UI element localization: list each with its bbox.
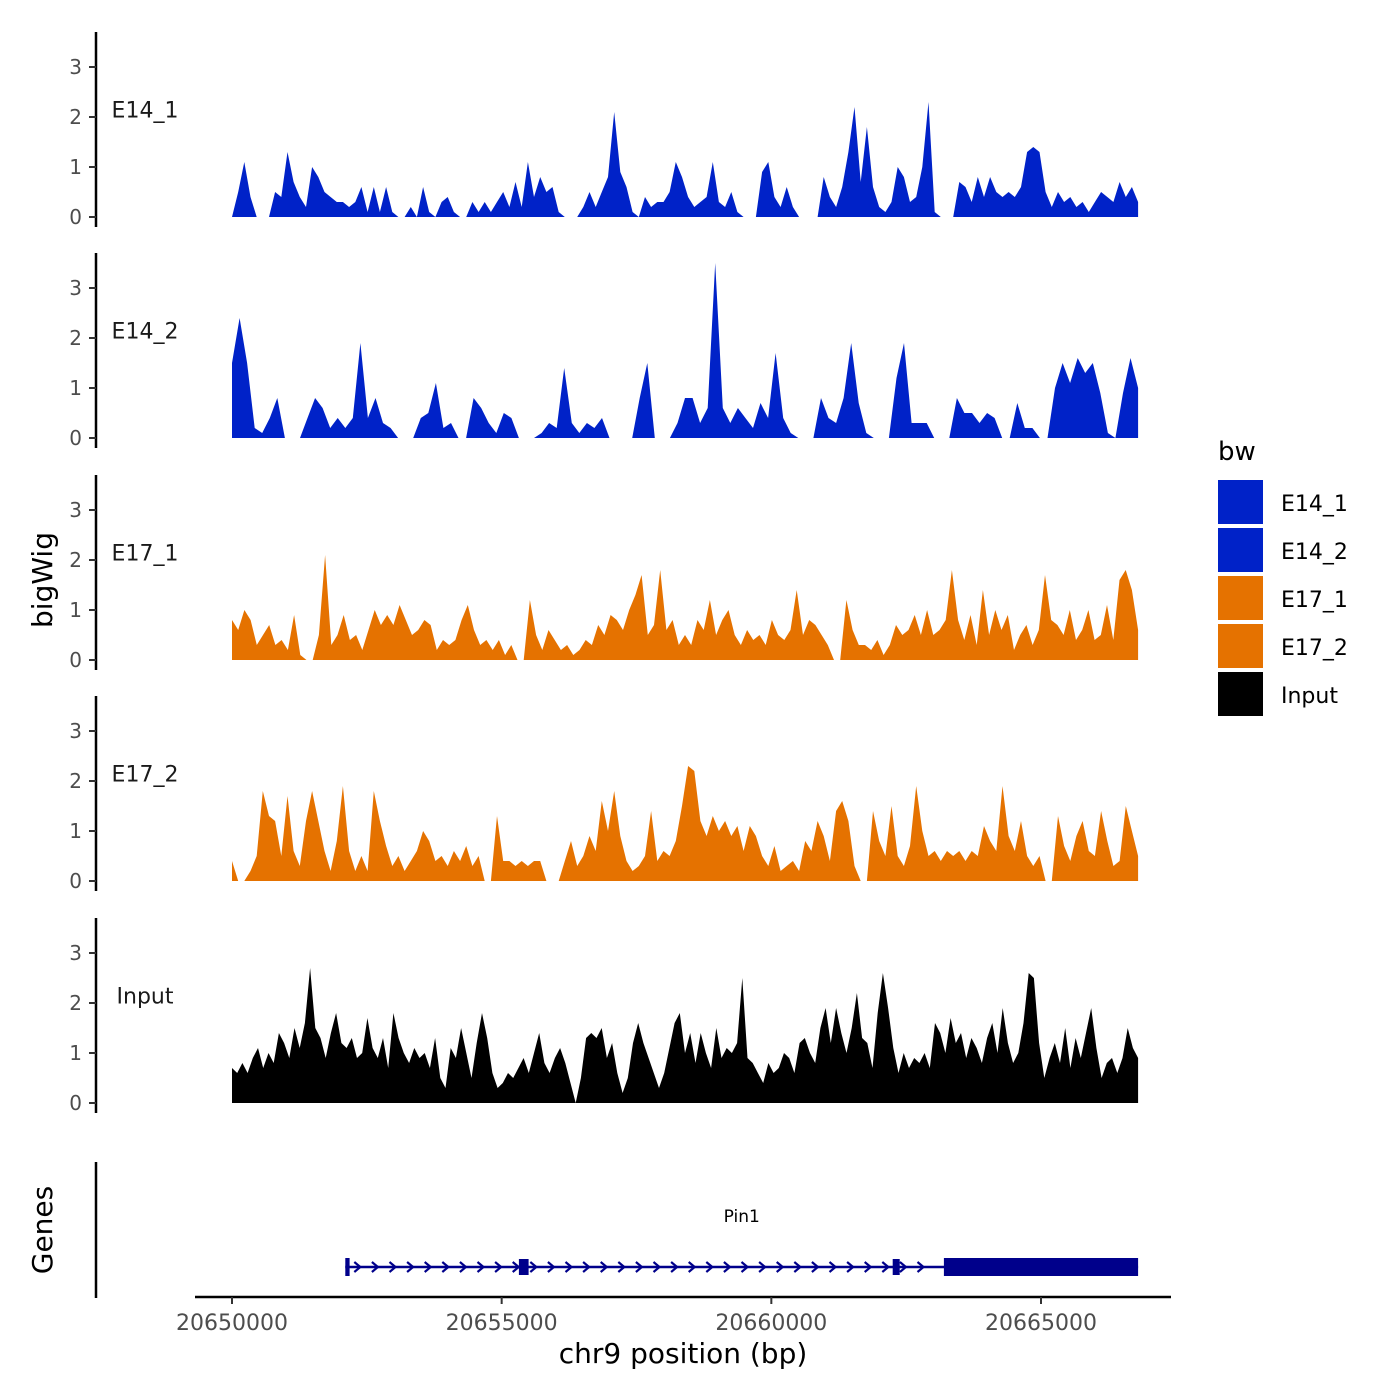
strand-arrow xyxy=(828,1261,838,1273)
y-tick-label: 0 xyxy=(69,1091,82,1115)
strand-arrow xyxy=(617,1261,627,1273)
y-tick-label: 1 xyxy=(69,598,82,622)
legend-label: E14_2 xyxy=(1281,540,1348,565)
track-panel-e17-2: 0 1 2 3 E17_2 xyxy=(69,696,1139,893)
legend-swatch xyxy=(1218,624,1263,668)
x-tick-label: 20650000 xyxy=(176,1311,288,1336)
strand-arrow xyxy=(740,1261,750,1273)
strand-arrow xyxy=(723,1261,732,1273)
y-tick-label: 1 xyxy=(69,1041,82,1065)
strand-arrow xyxy=(863,1261,873,1273)
y-tick-label: 2 xyxy=(69,769,82,793)
y-tick-label: 3 xyxy=(69,498,82,522)
strand-arrow xyxy=(652,1261,662,1273)
signal-area-e14-1 xyxy=(232,102,1139,217)
strand-arrow xyxy=(388,1261,398,1273)
y-tick-label: 3 xyxy=(69,719,82,743)
y-tick-label: 1 xyxy=(69,155,82,179)
gene-name-label: Pin1 xyxy=(724,1207,760,1227)
gene-track: Genes Pin1 xyxy=(26,1162,1139,1298)
legend-label: E17_2 xyxy=(1281,636,1348,661)
y-tick-label: 3 xyxy=(69,276,82,300)
y-axis-title: bigWig xyxy=(26,532,59,628)
strand-arrow xyxy=(705,1261,715,1273)
strand-arrow xyxy=(511,1261,521,1273)
gene-exon xyxy=(345,1258,350,1276)
signal-area-e17-2 xyxy=(232,766,1139,881)
y-tick-label: 2 xyxy=(69,105,82,129)
x-axis-ticks: 20650000 20655000 20660000 20665000 xyxy=(176,1297,1097,1336)
track-panel-e14-2: 0 1 2 3 E14_2 xyxy=(69,253,1139,450)
legend-swatch xyxy=(1218,672,1263,716)
legend-swatch xyxy=(1218,528,1263,572)
legend-items: E14_1 E14_2 E17_1 E17_2 Input xyxy=(1218,480,1348,716)
legend-title: bw xyxy=(1218,437,1256,467)
gene-exon xyxy=(943,1258,1139,1276)
y-tick-label: 1 xyxy=(69,376,82,400)
strand-arrow xyxy=(775,1261,785,1273)
strand-arrow xyxy=(564,1261,574,1273)
strand-arrow xyxy=(846,1261,855,1273)
legend-swatch xyxy=(1218,480,1263,524)
signal-area-e14-2 xyxy=(232,263,1139,438)
track-panels: 0 1 2 3 E14_1 0 1 2 3 E14_2 0 1 2 3 E17_1 0 1 2 3 E17_2 0 1 2 3… xyxy=(69,32,1139,1115)
track-label: E17_2 xyxy=(112,763,179,788)
x-axis-title: chr9 position (bp) xyxy=(559,1337,808,1370)
legend: bw E14_1 E14_2 E17_1 E17_2 Input xyxy=(1218,437,1348,716)
y-tick-label: 3 xyxy=(69,941,82,965)
strand-arrow xyxy=(881,1261,891,1273)
track-panel-input: 0 1 2 3 Input xyxy=(69,918,1139,1115)
track-label: Input xyxy=(117,985,174,1010)
x-tick-label: 20655000 xyxy=(446,1311,558,1336)
strand-arrow xyxy=(635,1261,644,1273)
y-tick-label: 2 xyxy=(69,326,82,350)
strand-arrow xyxy=(459,1261,468,1273)
track-label: E14_2 xyxy=(112,320,179,345)
track-panel-e17-1: 0 1 2 3 E17_1 xyxy=(69,475,1139,672)
track-label: E17_1 xyxy=(112,542,179,567)
strand-arrow xyxy=(547,1261,556,1273)
signal-area-input xyxy=(232,968,1139,1103)
legend-label: E17_1 xyxy=(1281,588,1348,613)
legend-swatch xyxy=(1218,576,1263,620)
signal-area-e17-1 xyxy=(232,555,1139,660)
y-tick-label: 3 xyxy=(69,55,82,79)
x-tick-label: 20665000 xyxy=(985,1311,1097,1336)
strand-arrow xyxy=(529,1261,539,1273)
y-tick-label: 0 xyxy=(69,869,82,893)
strand-arrow xyxy=(758,1261,767,1273)
legend-label: Input xyxy=(1281,684,1338,709)
strand-arrow xyxy=(353,1261,363,1273)
strand-arrow xyxy=(670,1261,679,1273)
y-tick-label: 0 xyxy=(69,648,82,672)
y-tick-label: 0 xyxy=(69,426,82,450)
strand-arrow xyxy=(916,1261,926,1273)
strand-arrow xyxy=(371,1261,380,1273)
y-tick-label: 2 xyxy=(69,548,82,572)
strand-arrow xyxy=(899,1261,908,1273)
track-label: E14_1 xyxy=(112,99,179,124)
strand-arrow xyxy=(406,1261,415,1273)
strand-arrow xyxy=(441,1261,451,1273)
gene-exon xyxy=(892,1259,900,1275)
y-tick-label: 2 xyxy=(69,991,82,1015)
strand-arrow xyxy=(423,1261,433,1273)
gene-track-label: Genes xyxy=(26,1186,59,1274)
legend-label: E14_1 xyxy=(1281,492,1348,517)
strand-arrow xyxy=(687,1261,697,1273)
gene-exon xyxy=(518,1259,529,1275)
strand-arrow xyxy=(793,1261,803,1273)
strand-arrow xyxy=(599,1261,609,1273)
gene-model xyxy=(345,1258,1139,1276)
x-tick-label: 20660000 xyxy=(715,1311,827,1336)
strand-arrow xyxy=(582,1261,591,1273)
x-axis: 20650000 20655000 20660000 20665000 chr9 po… xyxy=(176,1295,1171,1370)
strand-arrow xyxy=(476,1261,486,1273)
y-tick-label: 0 xyxy=(69,205,82,229)
y-tick-label: 1 xyxy=(69,819,82,843)
track-panel-e14-1: 0 1 2 3 E14_1 xyxy=(69,32,1139,229)
strand-arrow xyxy=(494,1261,503,1273)
strand-arrow xyxy=(811,1261,820,1273)
